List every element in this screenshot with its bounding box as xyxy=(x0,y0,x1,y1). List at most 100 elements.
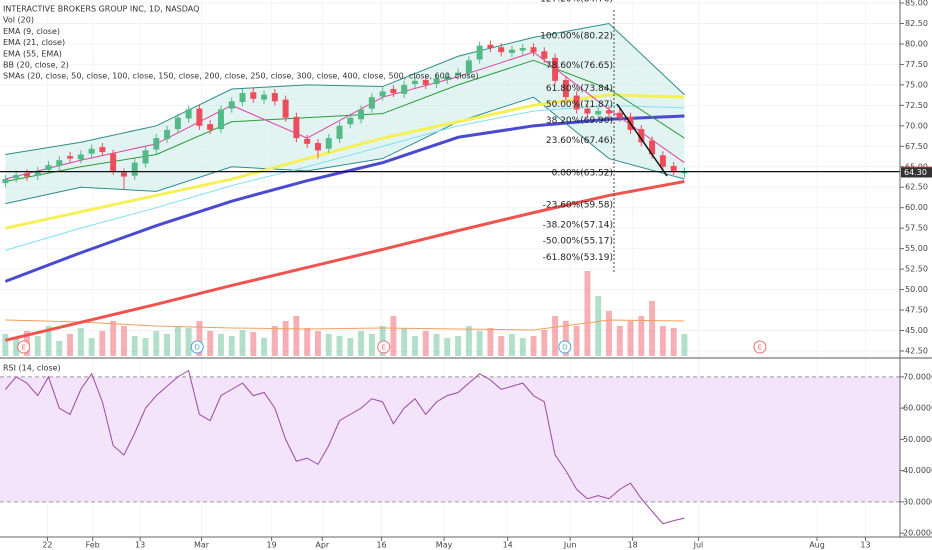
back-layer xyxy=(0,0,904,537)
volume-bar xyxy=(228,336,235,356)
volume-bar xyxy=(99,331,106,356)
candle-body xyxy=(605,110,612,114)
candle-body xyxy=(508,49,515,53)
candle-body xyxy=(498,47,505,53)
candle-body xyxy=(23,173,30,177)
volume-bar xyxy=(358,331,365,356)
y-tick-label: 50.0000 xyxy=(903,435,932,444)
fib-label: -61.80%(53.19) xyxy=(543,253,613,263)
candle-body xyxy=(681,171,688,174)
candle-body xyxy=(562,79,569,98)
volume-bar xyxy=(670,328,677,356)
rsi-line xyxy=(5,369,685,525)
candle-body xyxy=(34,170,41,176)
fib-label: 127.20%(84.76) xyxy=(540,0,613,4)
candle-body xyxy=(649,140,656,155)
fib-label: 61.80%(73.84) xyxy=(546,84,613,94)
y-tick-label: 82.50 xyxy=(905,19,928,28)
volume-bar xyxy=(487,328,494,356)
candle-body xyxy=(110,153,117,171)
candle-body xyxy=(77,154,84,160)
fib-label: -50.00%(55.17) xyxy=(543,237,613,247)
fib-label: 50.00%(71.87) xyxy=(546,100,613,110)
candle-body xyxy=(616,112,623,118)
volume-bar xyxy=(465,326,472,356)
event-label: D xyxy=(562,344,567,352)
fib-label: 78.60%(76.65) xyxy=(546,61,613,71)
candle-body xyxy=(659,155,666,167)
volume-bar xyxy=(681,334,688,356)
volume-bar xyxy=(217,334,224,356)
y-tick-label: 47.50 xyxy=(905,306,928,315)
candle-body xyxy=(530,47,537,53)
y-tick-label: 85.00 xyxy=(905,0,928,8)
x-tick-label: 14 xyxy=(503,541,513,550)
volume-bar xyxy=(368,334,375,356)
x-tick-label: 18 xyxy=(628,541,638,550)
volume-bar xyxy=(476,331,483,356)
candle-body xyxy=(573,95,580,110)
candle-body xyxy=(476,45,483,60)
volume-bar xyxy=(34,336,41,356)
candle-body xyxy=(379,91,386,97)
volume-bar xyxy=(509,334,515,356)
candle-body xyxy=(552,57,559,81)
y-tick-label: 30.0000 xyxy=(903,497,932,506)
volume-bar xyxy=(271,326,278,356)
y-tick-label: 55.00 xyxy=(905,244,928,253)
volume-bar xyxy=(174,326,181,356)
candle-body xyxy=(444,76,451,80)
volume-bar xyxy=(2,334,9,356)
x-tick-label: 22 xyxy=(42,541,52,550)
volume-bar xyxy=(13,338,20,356)
overlay-line xyxy=(5,104,685,251)
volume-bar xyxy=(433,334,440,356)
volume-bar xyxy=(584,271,591,356)
overlay-line xyxy=(5,93,685,230)
y-tick-label: 60.00 xyxy=(905,203,928,212)
volume-bar xyxy=(498,336,505,356)
legend-entry: INTERACTIVE BROKERS GROUP INC, 1D, NASDA… xyxy=(3,5,199,14)
candle-body xyxy=(88,148,95,154)
event-label: D xyxy=(195,344,200,352)
volume-bar xyxy=(444,338,451,356)
candle-body xyxy=(207,124,214,130)
candle-body xyxy=(120,172,127,177)
y-tick-label: 57.50 xyxy=(905,224,928,233)
event-marker xyxy=(17,340,31,354)
y-tick-label: 70.00 xyxy=(905,121,928,130)
volume-bar xyxy=(573,326,580,356)
price-label: 64.30 xyxy=(904,168,927,177)
volume-bar xyxy=(638,316,645,356)
fib-label: 23.60%(67.46) xyxy=(546,136,613,146)
volume-bar xyxy=(552,316,559,356)
candle-body xyxy=(250,92,257,99)
event-marker xyxy=(753,340,767,354)
x-tick-label: 19 xyxy=(267,541,277,550)
volume-bar xyxy=(455,336,462,356)
y-tick-label: 20.0000 xyxy=(903,529,932,538)
candle-body xyxy=(271,93,278,102)
volume-bar xyxy=(239,330,246,356)
volume-bar xyxy=(261,338,268,356)
candle-body xyxy=(282,99,289,118)
candle-body xyxy=(595,111,602,115)
candle-body xyxy=(174,117,181,130)
candle-body xyxy=(455,72,462,76)
y-tick-label: 60.0000 xyxy=(903,404,932,413)
candle-body xyxy=(390,88,397,94)
legend-entry: EMA (21, close) xyxy=(3,38,65,47)
candle-body xyxy=(584,108,591,114)
legend-entry: BB (20, close, 2) xyxy=(3,61,69,70)
volume-bar xyxy=(401,328,408,356)
x-tick-label: Jun xyxy=(563,541,577,550)
candle-body xyxy=(13,174,20,179)
candle-body xyxy=(99,147,106,153)
volume-bar xyxy=(56,341,63,356)
volume-bar xyxy=(185,328,192,356)
x-tick-label: May xyxy=(436,541,453,550)
volume-bar xyxy=(595,296,602,356)
y-tick-label: 52.50 xyxy=(905,265,928,274)
candle-body xyxy=(196,108,203,126)
